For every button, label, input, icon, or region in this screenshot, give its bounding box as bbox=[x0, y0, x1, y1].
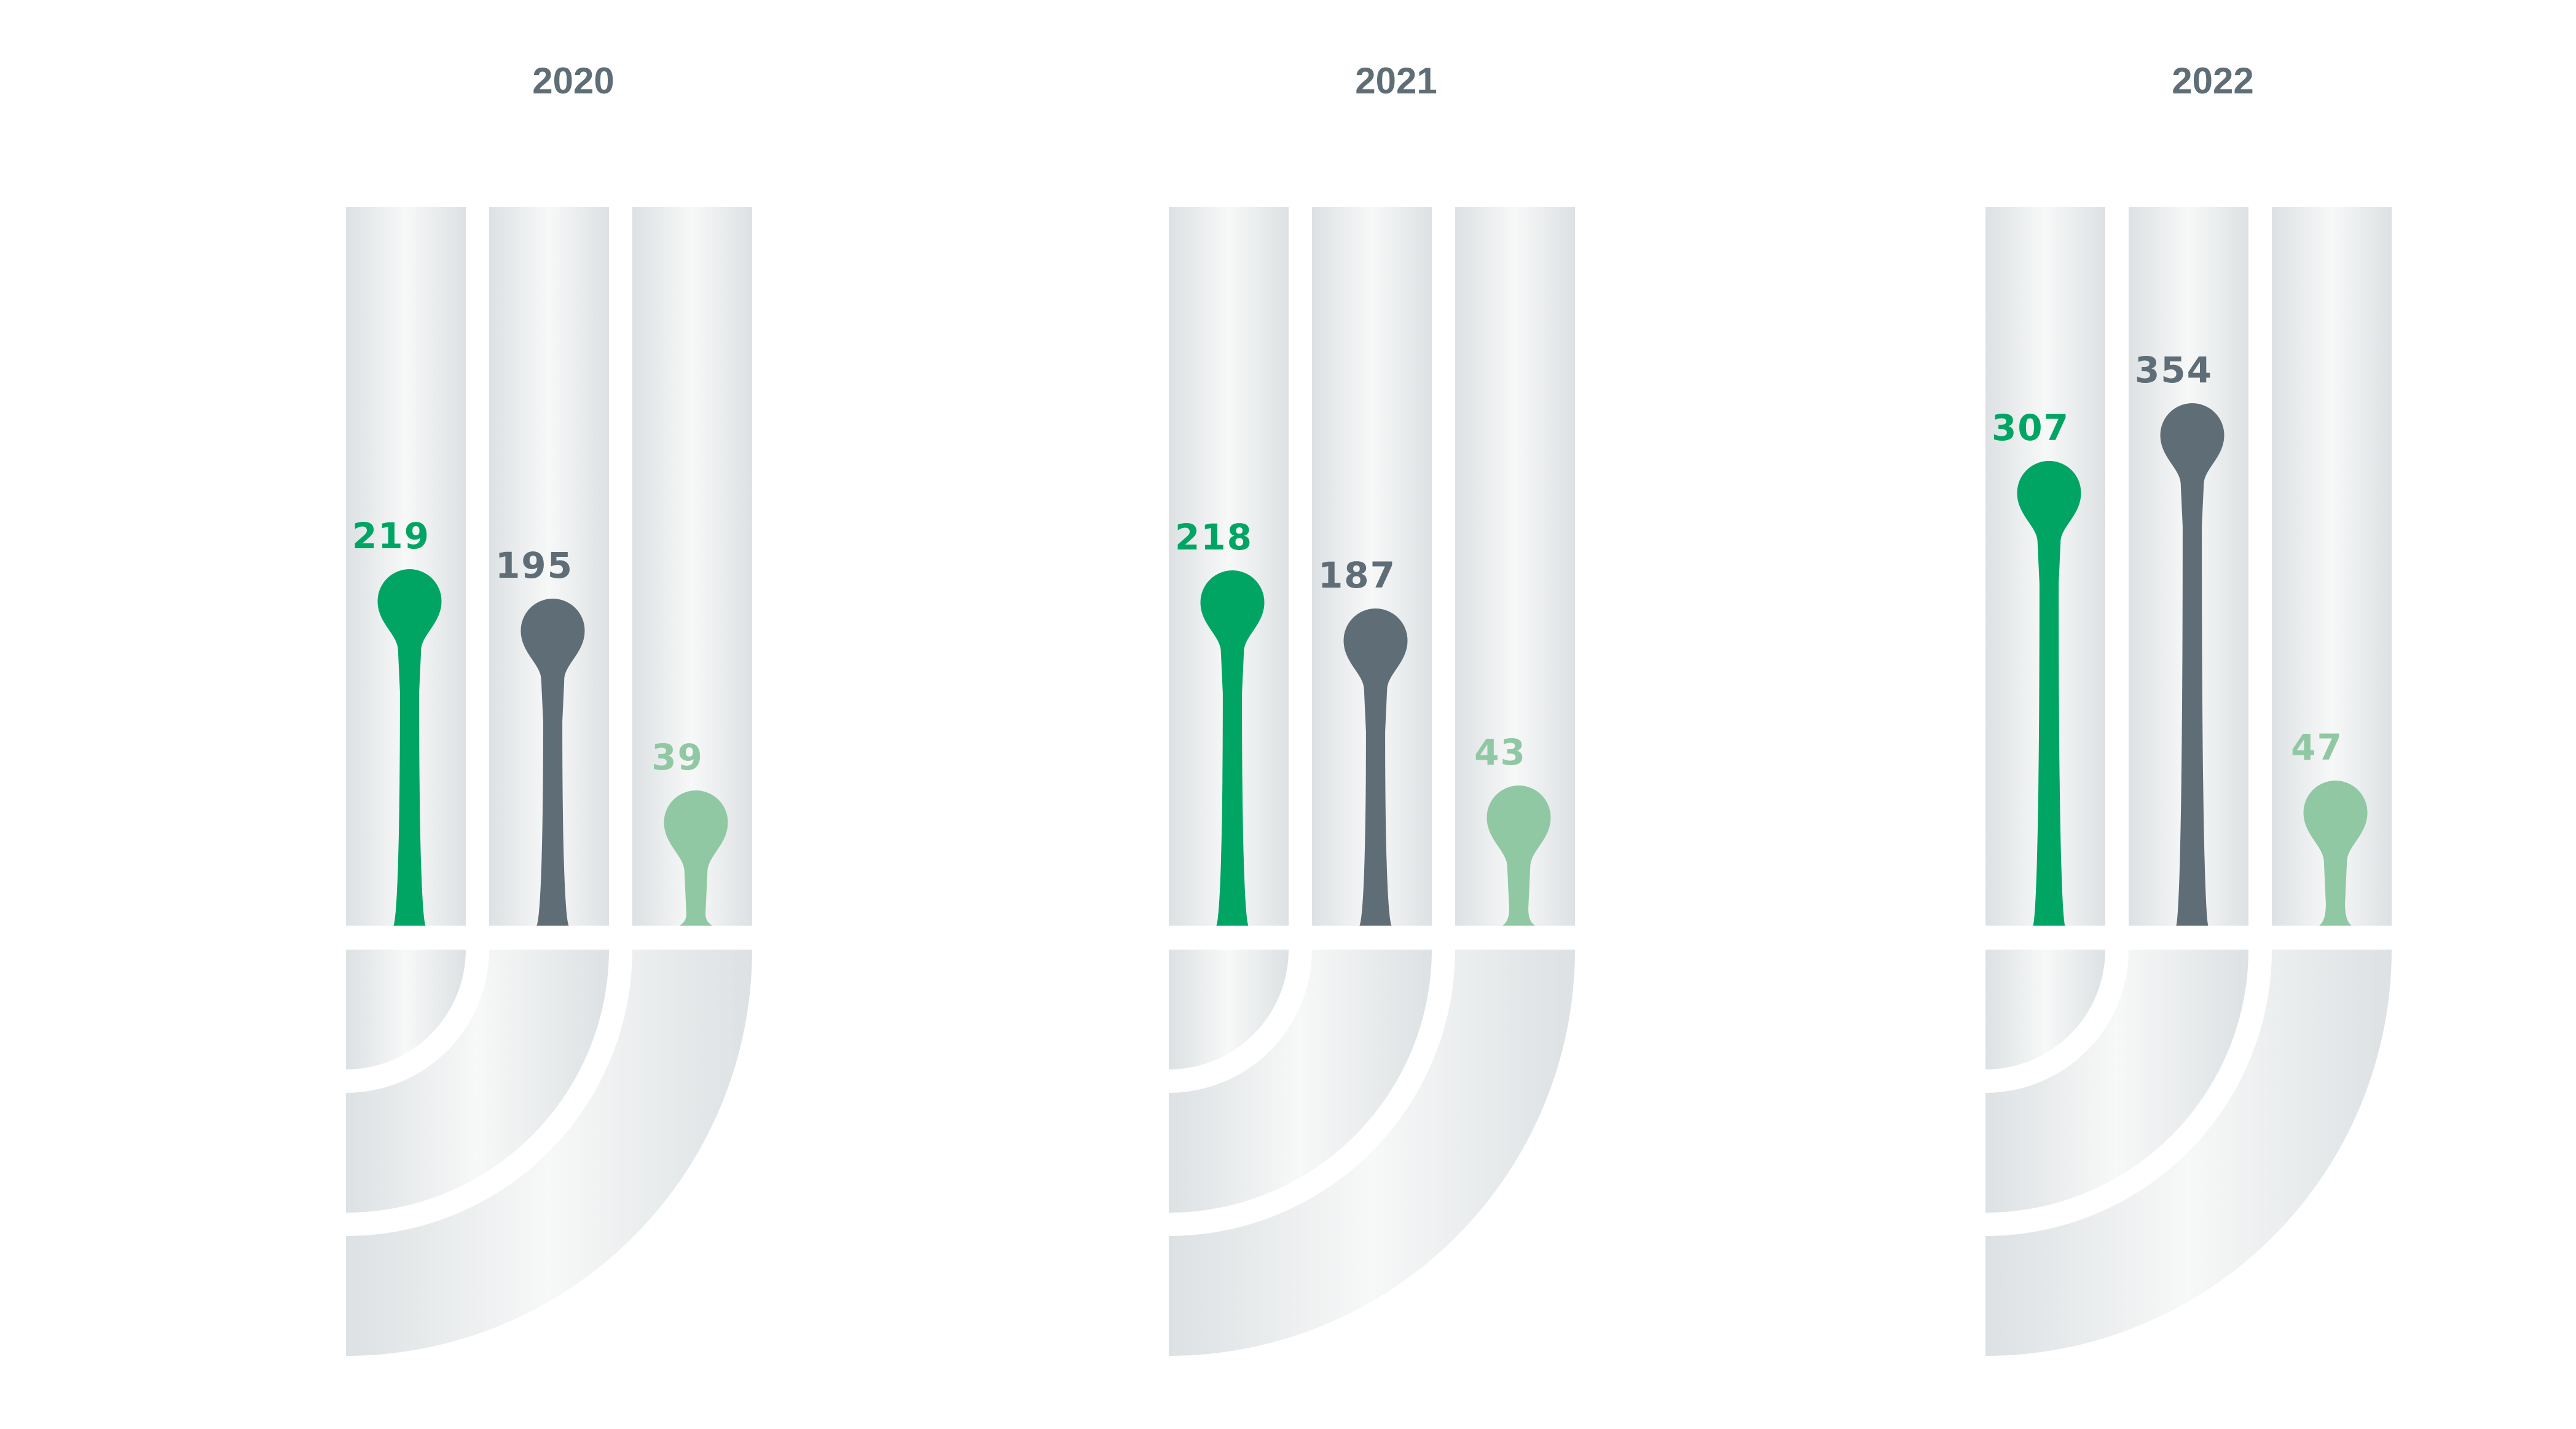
value-label: 187 bbox=[1318, 554, 1396, 596]
arc-track bbox=[346, 950, 752, 1356]
lollipop-mark bbox=[1486, 785, 1551, 926]
lollipop-mark bbox=[2303, 781, 2368, 926]
value-label: 219 bbox=[352, 515, 430, 557]
year-group-2021: 2021 218 187 43 bbox=[1169, 60, 1575, 1356]
arc-track bbox=[346, 950, 466, 1069]
lollipop-mark bbox=[520, 599, 585, 926]
arc-track bbox=[1169, 950, 1575, 1356]
year-label: 2021 bbox=[1355, 60, 1437, 101]
arc-track bbox=[1169, 950, 1432, 1213]
arc-track bbox=[1985, 950, 2105, 1069]
year-label: 2020 bbox=[532, 60, 614, 101]
value-label: 39 bbox=[651, 736, 704, 778]
lollipop-mark bbox=[1200, 570, 1265, 926]
value-label: 218 bbox=[1175, 516, 1253, 558]
value-label: 47 bbox=[2291, 726, 2343, 768]
value-label: 195 bbox=[495, 545, 573, 586]
year-label: 2022 bbox=[2172, 60, 2253, 101]
arc-track bbox=[1985, 950, 2392, 1356]
arc-track bbox=[1169, 950, 1289, 1069]
arc-track bbox=[1985, 950, 2248, 1213]
arc-track bbox=[346, 950, 609, 1213]
lollipop-mark bbox=[377, 569, 442, 926]
lollipop-mark bbox=[2017, 460, 2081, 926]
value-label: 307 bbox=[1992, 407, 2070, 449]
year-group-2020: 2020 219 195 39 bbox=[346, 60, 752, 1356]
lollipop-mark bbox=[664, 790, 728, 926]
value-label: 43 bbox=[1474, 731, 1526, 773]
lollipop-mark bbox=[1343, 608, 1408, 926]
value-label: 354 bbox=[2135, 349, 2213, 391]
lollipop-mark bbox=[2160, 403, 2225, 926]
year-group-2022: 2022 307 354 47 bbox=[1985, 60, 2392, 1356]
